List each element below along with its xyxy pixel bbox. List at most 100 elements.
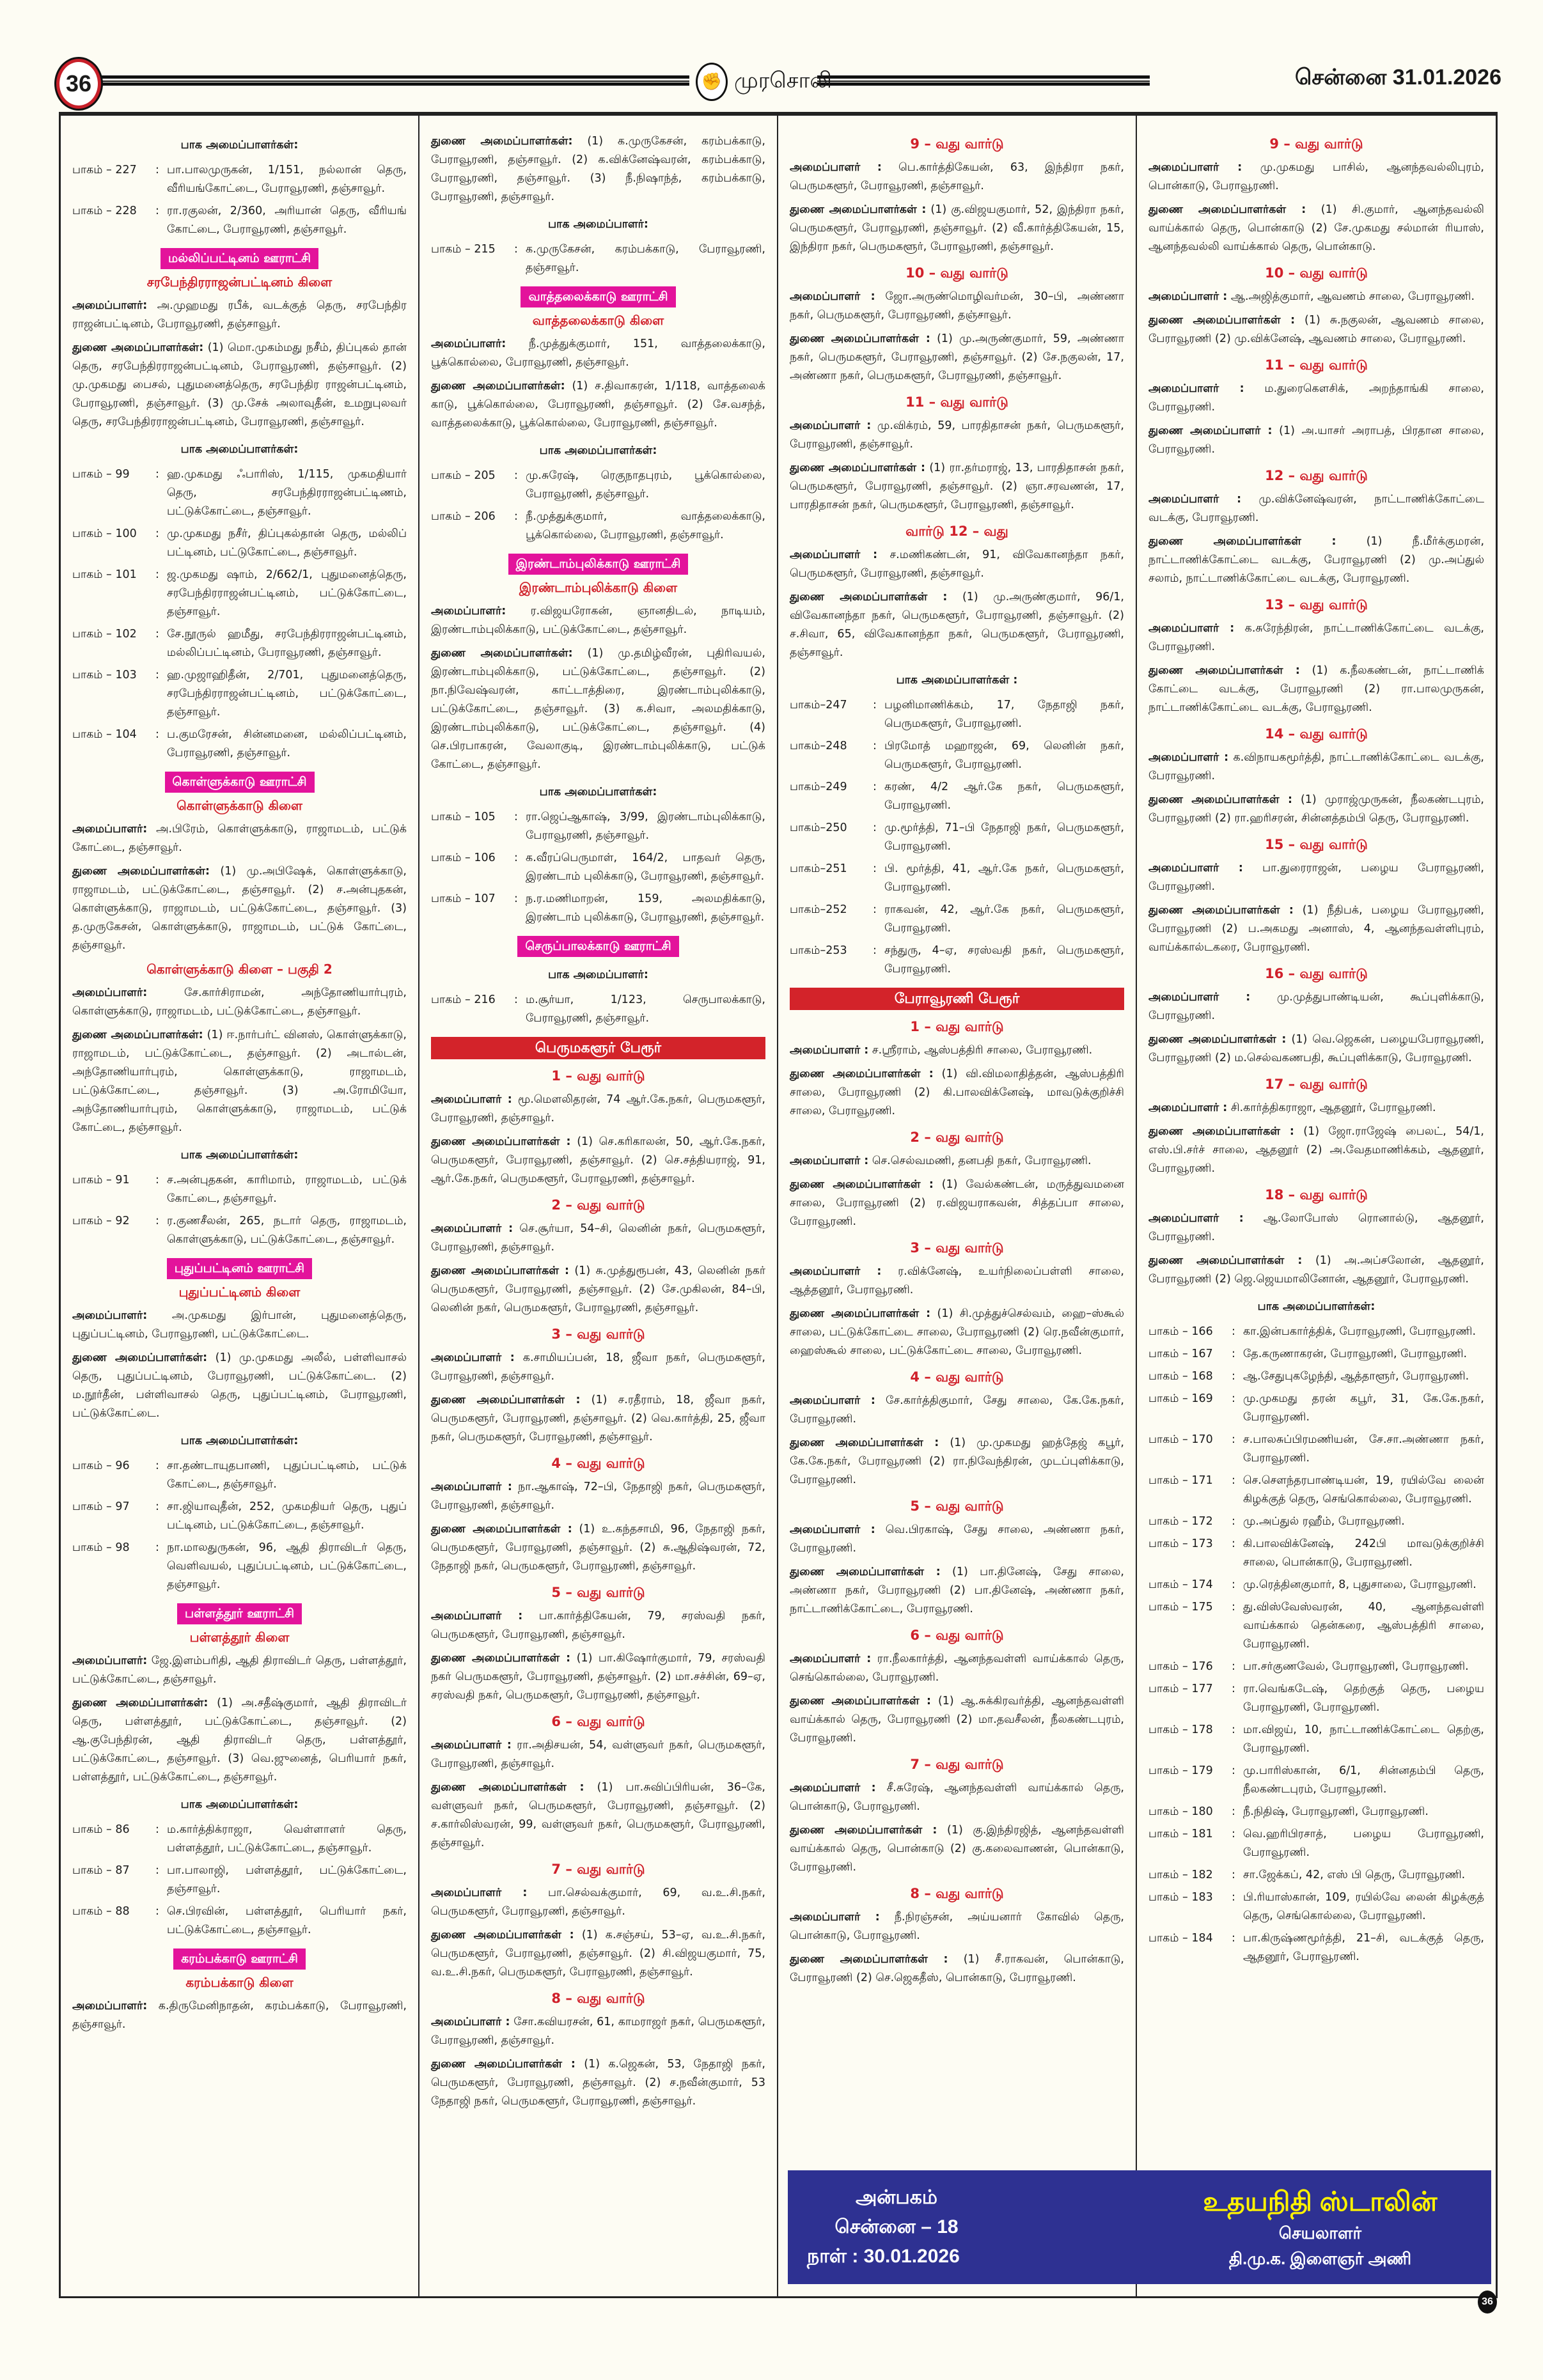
part-number: பாகம்–248 [790, 740, 847, 752]
part-organizer: செ.சௌந்தரபாண்டியன், 19, ரயில்வே லைன் கிழ… [1243, 1474, 1484, 1505]
role-label: துணை அமைப்பாளர்கள்: [72, 341, 204, 354]
page-number-badge: 36 [56, 59, 101, 109]
role-label: அமைப்பாளர் : [790, 1044, 869, 1057]
separator: : [873, 862, 877, 875]
role-label: துணை அமைப்பாளர்கள் : [790, 332, 930, 345]
organizer-entry: அமைப்பாளர் : பா.துரைராஜன், பழைய பேராவூரண… [1148, 859, 1484, 896]
organizer-details: (1) முராஜ்முருகன், நீலகண்டபுரம், பேராவூர… [1148, 793, 1484, 825]
organizer-entry: அமைப்பாளர்: நீ.முத்துக்குமார், 151, வாத்… [431, 335, 765, 372]
organizer-details: (1) மு.முகமது ஹத்தேஜ் கபூர், கே.கே.நகர்,… [790, 1436, 1124, 1486]
role-label: துணை அமைப்பாளர்கள்: [72, 1697, 208, 1709]
section-subheading: பாக அமைப்பாளர்கள் : [896, 674, 1018, 687]
column-4: 9 – வது வார்டு அமைப்பாளர் : மு.முகமது பாச… [1137, 116, 1496, 2296]
role-label: அமைப்பாளர் : [790, 548, 878, 561]
organizer-entry: துணை அமைப்பாளர்கள்: (1) க.முருகேசன், கரம… [431, 132, 765, 206]
role-label: துணை அமைப்பாளர்கள் : [431, 1523, 572, 1536]
part-entry: பாகம் – 227: பா.பாலமுருகன், 1/151, நல்லான… [72, 161, 407, 198]
part-entry: பாகம் – 88: செ.பிரவின், பள்ளத்தூர், பெரிய… [72, 1902, 407, 1940]
organizer-entry: துணை அமைப்பாளர்கள் : (1) ச.ரதீராம், 18, … [431, 1391, 765, 1447]
role-label: துணை அமைப்பாளர்கள் : [790, 1824, 937, 1837]
branch-heading: கரம்பக்காடு கிளை [185, 1975, 294, 1990]
role-label: அமைப்பாளர்: [72, 823, 148, 836]
organizer-details: பா.செல்வக்குமார், 69, வ.உ.சி.நகர், பெரும… [431, 1886, 765, 1918]
part-number: பாகம் – 179 [1148, 1764, 1213, 1777]
ward-heading: 5 – வது வார்டு [551, 1585, 645, 1600]
part-entry: பாகம்–251: பி. மூர்த்தி, 41, ஆர்.கே நகர்,… [790, 860, 1124, 897]
organizer-entry: துணை அமைப்பாளர்கள்: (1) அ.சதீஷ்குமார், ஆ… [72, 1694, 407, 1787]
panchayat-banner: செருப்பாலக்காடு ஊராட்சி [517, 936, 679, 957]
organizer-details: பா.கார்த்திகேயன், 79, சரஸ்வதி நகர், பெரு… [431, 1610, 765, 1641]
part-number: பாகம் – 178 [1148, 1723, 1213, 1736]
role-label: துணை அமைப்பாளர்கள் : [790, 462, 925, 474]
part-organizer: ம.கார்த்திக்ராஜா, வெள்ளாளர் தெரு, பள்ளத்… [167, 1823, 407, 1855]
ward-heading: 2 – வது வார்டு [910, 1130, 1004, 1145]
part-number: பாகம் – 174 [1148, 1578, 1213, 1591]
part-organizer: பா.பாலாஜி, பள்ளத்தூர், பட்டுக்கோட்டை, தஞ… [167, 1864, 407, 1895]
part-number: பாகம் – 87 [72, 1864, 130, 1877]
masthead-rule-left [101, 75, 689, 86]
part-entry: பாகம் – 228: ரா.ரகுலன், 2/360, அரியான் தெ… [72, 202, 407, 239]
organizer-entry: துணை அமைப்பாளர்கள் : (1) சி.குமார், ஆனந்… [1148, 201, 1484, 256]
part-organizer: மு.முகமது தரன் கபூர், 31, கே.கே.நகர், பே… [1243, 1392, 1484, 1424]
separator: : [155, 1541, 159, 1554]
part-number: பாகம் – 98 [72, 1541, 130, 1554]
organizer-details: (1) சு.முத்துரூபன், 43, லெனின் நகர் பெரு… [431, 1264, 765, 1314]
ad-signatory-name: உதயநிதி ஸ்டாலின் [1203, 2186, 1437, 2216]
organizer-details: மூ.மௌலிதரன், 74 ஆர்.கே.நகர், பெருமகளூர்,… [431, 1093, 765, 1124]
role-label: அமைப்பாளர் : [431, 1739, 512, 1752]
role-label: அமைப்பாளர் : [1148, 382, 1244, 395]
part-organizer: கரண், 4/2 ஆர்.கே நகர், பெருமகளூர், பேராவ… [884, 781, 1124, 812]
branch-heading: கொள்ளுக்காடு கிளை [176, 798, 302, 813]
part-entry: பாகம் – 103: ஹ.முஜாஹிதீன், 2/701, புதுமனை… [72, 666, 407, 722]
organizer-entry: அமைப்பாளர் : சீ.சுரேஷ், ஆனந்தவள்ளி வாய்க… [790, 1779, 1124, 1816]
organizer-entry: அமைப்பாளர் : நா.ஆகாஷ், 72–பி, நேதாஜி நகர… [431, 1478, 765, 1515]
ad-city-line: சென்னை – 18 [834, 2216, 959, 2237]
role-label: துணை அமைப்பாளர்கள் : [431, 1135, 571, 1148]
organizer-details: சே.கார்சிராமன், அந்தோணியார்புரம், கொள்ளு… [72, 986, 407, 1018]
organizer-details: பெ.கார்த்திகேயன், 63, இந்திரா நகர், பெரு… [790, 161, 1124, 192]
separator: : [514, 469, 518, 482]
part-number: பாகம் – 86 [72, 1823, 130, 1836]
part-entry: பாகம் – 180: நீ.நிதிஷ், பேராவூரணி, பேராவூ… [1148, 1803, 1484, 1821]
ad-signatory-title: செயலாளர் [1278, 2223, 1362, 2243]
ad-signatory-org: தி.மு.க. இளைஞர் அணி [1228, 2249, 1412, 2268]
organizer-entry: துணை அமைப்பாளர்கள் : (1) முராஜ்முருகன், … [1148, 791, 1484, 828]
part-number: பாகம் – 215 [431, 243, 496, 256]
organizer-entry: அமைப்பாளர் : ச.மணிகண்டன், 91, விவேகானந்த… [790, 546, 1124, 583]
organizer-details: சே.கார்த்திகுமார், சேது சாலை, கே.கே.நகர்… [790, 1394, 1124, 1426]
part-entry: பாகம் – 176: பா.சர்குணவேல், பேராவூரணி, பே… [1148, 1658, 1484, 1676]
part-number: பாகம் – 105 [431, 811, 496, 823]
organizer-details: (1) வி.விமலாதித்தன், ஆஸ்பத்திரி சாலை, பே… [790, 1068, 1124, 1117]
role-label: துணை அமைப்பாளர்கள் : [790, 1068, 934, 1080]
part-organizer: பி.ரியாஸ்கான், 109, ரயில்வே லைன் கிழக்கு… [1243, 1891, 1484, 1922]
separator: : [1232, 1869, 1235, 1881]
role-label: அமைப்பாளர் : [1148, 1101, 1228, 1114]
organizer-details: (1) நீ.மீர்க்குமரன், நாட்டாணிக்கோட்டை வட… [1148, 535, 1485, 585]
role-label: அமைப்பாளர் : [1148, 1212, 1244, 1225]
part-organizer: மு.முகமது நசீர், திப்புகல்தான் தெரு, மல்… [167, 527, 407, 559]
role-label: துணை அமைப்பாளர்கள் : [790, 1178, 934, 1191]
role-label: துணை அமைப்பாளர்கள் : [790, 203, 927, 216]
organizer-details: (1) சீ.ராகவன், பொன்காடு, பேராவூரணி (2) ச… [790, 1953, 1124, 1984]
organizer-entry: துணை அமைப்பாளர்கள்: (1) மு.முகமது அலீல்,… [72, 1349, 407, 1423]
part-entry: பாகம் – 205: மு.சுரேஷ், ரெகுநாதபுரம், பூக… [431, 467, 765, 504]
organizer-details: க.சாமியப்பன், 18, ஜீவா நகர், பெருமகளூர்,… [431, 1351, 765, 1383]
ward-heading: 9 – வது வார்டு [1269, 136, 1363, 152]
role-label: துணை அமைப்பாளர்கள்: [431, 647, 573, 660]
part-organizer: ரா.ரகுலன், 2/360, அரியான் தெரு, வீரியங் … [167, 205, 407, 236]
organizer-details: ர.விக்னேஷ், உயர்நிலைப்பள்ளி சாலை, ஆத்தனூ… [790, 1265, 1124, 1296]
part-number: பாகம் – 206 [431, 510, 496, 523]
separator: : [1232, 1891, 1235, 1904]
organizer-details: நீ.நிரஞ்சன், அய்யனார் கோவில் தெரு, பொன்க… [790, 1911, 1124, 1942]
organizer-entry: துணை அமைப்பாளர்கள் : (1) சு.நகுலன், ஆவணம… [1148, 311, 1484, 348]
ward-heading: 5 – வது வார்டு [910, 1498, 1004, 1514]
ward-heading: 8 – வது வார்டு [910, 1886, 1004, 1901]
organizer-entry: அமைப்பாளர் : மு.முகமது பாசில், ஆனந்தவல்ல… [1148, 159, 1484, 196]
organizer-entry: துணை அமைப்பாளர்கள் : (1) க.ஜெகன், 53, நே… [431, 2055, 765, 2111]
role-label: அமைப்பாளர் : [431, 1886, 528, 1899]
organizer-entry: துணை அமைப்பாளர்கள்: (1) மு.அபிஷேக், கொள்… [72, 862, 407, 955]
organizer-details: (1) சு.நகுலன், ஆவணம் சாலை, பேராவூரணி (2)… [1148, 314, 1484, 345]
part-organizer: பிரமோத் மஹாஜன், 69, லெனின் நகர், பெருமகள… [884, 740, 1124, 771]
role-label: துணை அமைப்பாளர்கள் : [1148, 535, 1336, 548]
role-label: அமைப்பாளர்: [431, 338, 506, 350]
